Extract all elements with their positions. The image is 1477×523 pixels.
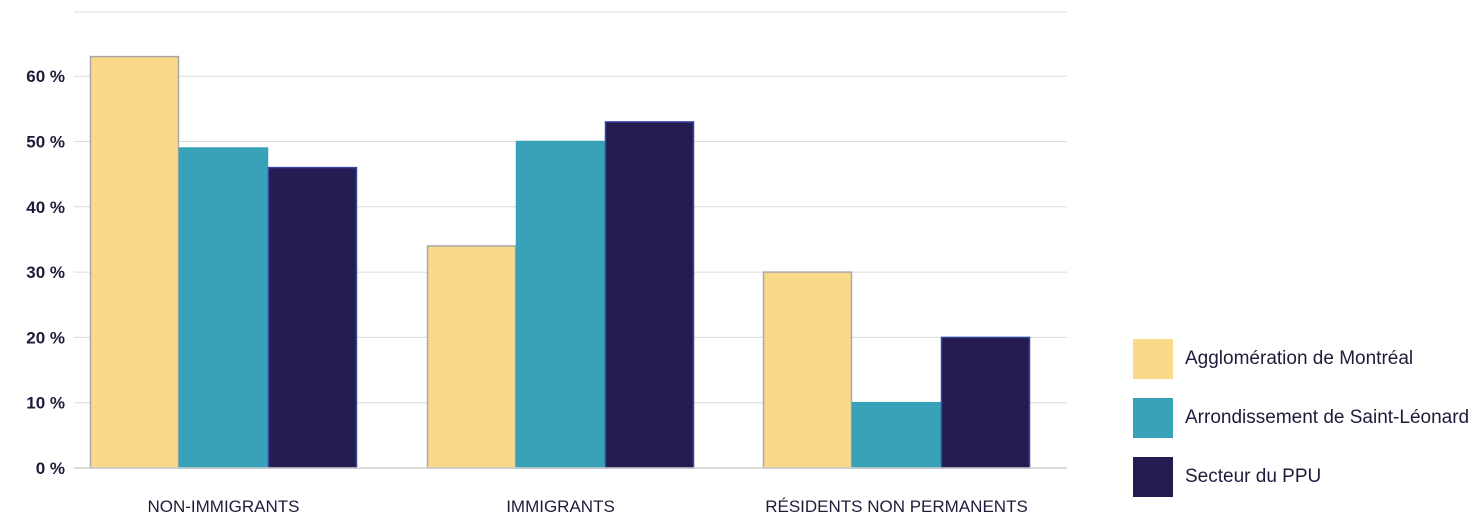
legend-item-secteur-ppu: Secteur du PPU [1133, 457, 1473, 497]
legend-label-agglomeration: Agglomération de Montréal [1185, 348, 1414, 369]
bar [851, 401, 942, 469]
bar [604, 121, 695, 469]
x-category-label: NON-IMMIGRANTS [147, 497, 299, 516]
y-tick-label: 10 % [26, 394, 65, 413]
legend-item-arrondissement: Arrondissement de Saint-Léonard [1133, 398, 1473, 438]
y-tick-label: 60 % [26, 67, 65, 86]
bar [426, 245, 517, 469]
x-category-label: IMMIGRANTS [506, 497, 615, 516]
legend-label-arrondissement: Arrondissement de Saint-Léonard [1185, 407, 1470, 428]
bar [178, 147, 269, 469]
bar [940, 336, 1031, 469]
legend-label-secteur-ppu: Secteur du PPU [1185, 466, 1322, 487]
y-tick-label: 30 % [26, 263, 65, 282]
legend-swatch-arrondissement [1133, 398, 1173, 438]
legend-swatch-agglomeration [1133, 339, 1173, 379]
bar [89, 55, 180, 469]
y-tick-label: 40 % [26, 198, 65, 217]
y-tick-label: 0 % [36, 459, 65, 478]
x-category-label: RÉSIDENTS NON PERMANENTS [765, 497, 1028, 516]
y-tick-label: 20 % [26, 328, 65, 347]
bar [515, 140, 606, 469]
y-tick-label: 50 % [26, 133, 65, 152]
chart-legend: Agglomération de Montréal Arrondissement… [1133, 339, 1473, 516]
bar [762, 271, 853, 469]
legend-swatch-secteur-ppu [1133, 457, 1173, 497]
legend-item-agglomeration: Agglomération de Montréal [1133, 339, 1473, 379]
bar [267, 166, 358, 469]
